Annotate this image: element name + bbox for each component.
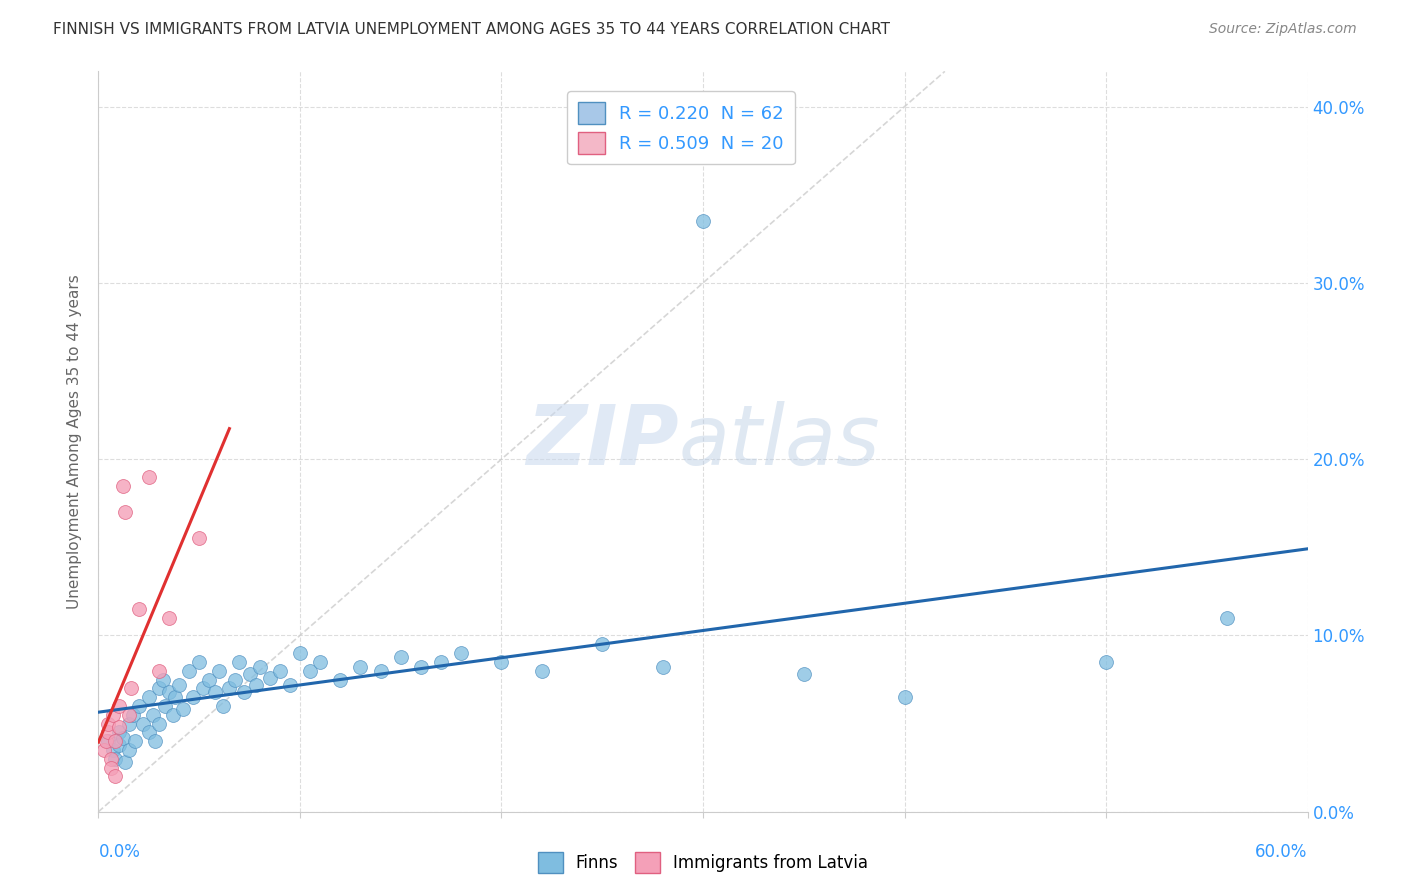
Point [651,660,673,674]
Text: 0.0%: 0.0% [98,844,141,862]
Point [97,734,120,748]
Point [148,681,170,696]
Point [157,685,180,699]
Point [100,761,122,775]
Point [118,707,141,722]
Point [128,698,150,713]
Text: FINNISH VS IMMIGRANTS FROM LATVIA UNEMPLOYMENT AMONG AGES 35 TO 44 YEARS CORRELA: FINNISH VS IMMIGRANTS FROM LATVIA UNEMPL… [53,22,890,37]
Point [409,660,432,674]
Point [118,716,141,731]
Point [148,664,170,678]
Point [107,720,129,734]
Point [893,690,915,705]
Point [793,667,815,681]
Point [143,734,166,748]
Point [97,725,120,739]
Point [163,690,186,705]
Point [179,664,201,678]
Point [152,673,174,687]
Point [138,725,160,739]
Point [103,769,125,783]
Point [692,214,714,228]
Point [114,756,136,770]
Legend: Finns, Immigrants from Latvia: Finns, Immigrants from Latvia [531,846,875,880]
Point [224,673,246,687]
Point [153,698,176,713]
Point [389,649,412,664]
Point [212,698,235,713]
Point [107,725,129,739]
Point [93,743,115,757]
Point [228,655,250,669]
Point [232,685,254,699]
Point [121,707,143,722]
Text: Source: ZipAtlas.com: Source: ZipAtlas.com [1209,22,1357,37]
Point [193,681,215,696]
Point [269,664,291,678]
Point [530,664,553,678]
Point [1095,655,1118,669]
Point [249,660,271,674]
Point [100,752,122,766]
Point [198,673,221,687]
Legend: R = 0.220  N = 62, R = 0.509  N = 20: R = 0.220 N = 62, R = 0.509 N = 20 [567,92,794,164]
Point [288,646,311,660]
Text: ZIP: ZIP [526,401,679,482]
Text: 60.0%: 60.0% [1256,844,1308,862]
Point [370,664,392,678]
Point [107,698,129,713]
Point [111,478,134,492]
Point [148,716,170,731]
Point [120,681,142,696]
Point [309,655,332,669]
Point [208,664,231,678]
Point [188,655,211,669]
Point [162,707,184,722]
Point [103,734,125,748]
Point [329,673,352,687]
Y-axis label: Unemployment Among Ages 35 to 44 years: Unemployment Among Ages 35 to 44 years [67,274,83,609]
Point [111,731,134,745]
Point [299,664,322,678]
Point [450,646,472,660]
Point [218,681,240,696]
Point [188,532,211,546]
Point [118,743,141,757]
Point [239,667,262,681]
Point [430,655,453,669]
Point [97,716,120,731]
Text: atlas: atlas [679,401,880,482]
Point [103,752,125,766]
Point [349,660,371,674]
Point [107,738,129,752]
Point [132,716,155,731]
Point [96,734,118,748]
Point [204,685,226,699]
Point [124,734,146,748]
Point [138,690,160,705]
Point [138,470,160,484]
Point [1216,611,1239,625]
Point [259,671,281,685]
Point [591,637,613,651]
Point [245,678,267,692]
Point [128,602,150,616]
Point [101,743,124,757]
Point [142,707,165,722]
Point [157,611,180,625]
Point [101,707,124,722]
Point [172,702,194,716]
Point [491,655,513,669]
Point [114,505,136,519]
Point [167,678,190,692]
Point [181,690,204,705]
Point [278,678,301,692]
